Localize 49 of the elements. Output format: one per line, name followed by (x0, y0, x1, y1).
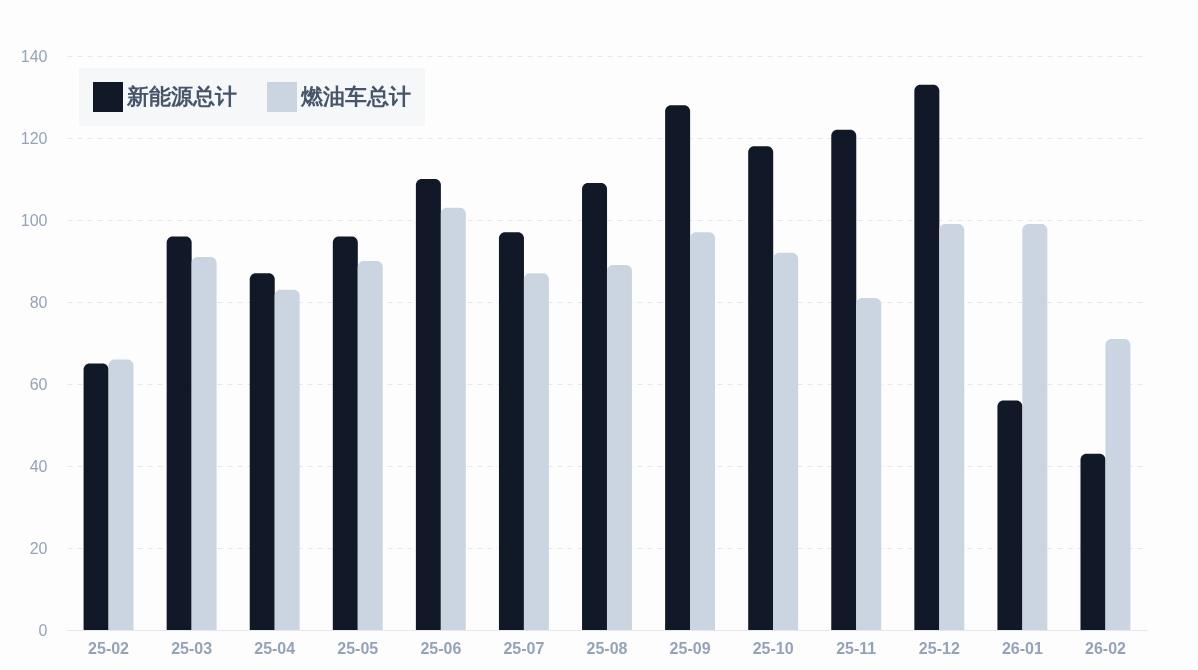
bar (498, 232, 524, 630)
bar (856, 297, 882, 630)
legend-label: 燃油车总计 (300, 84, 411, 109)
y-tick-label: 40 (29, 457, 48, 475)
y-tick-label: 100 (20, 211, 48, 229)
x-tick-label: 25-02 (88, 639, 130, 657)
x-tick-label: 25-08 (586, 639, 628, 657)
bar (440, 207, 466, 630)
bar (523, 273, 549, 630)
bar (665, 105, 691, 630)
y-tick-label: 120 (20, 129, 48, 147)
y-tick-label: 20 (29, 539, 48, 557)
bar (83, 363, 109, 630)
bar (914, 84, 940, 630)
bar (357, 261, 383, 630)
bar (748, 146, 774, 630)
bar (831, 129, 857, 630)
bar (1105, 338, 1131, 630)
bar (108, 359, 134, 630)
bar (249, 273, 275, 630)
x-tick-label: 25-03 (171, 639, 213, 657)
x-tick-label: 26-02 (1085, 639, 1127, 657)
bar (582, 183, 608, 630)
bar (1022, 224, 1048, 630)
x-tick-label: 25-06 (420, 639, 462, 657)
bar (1080, 453, 1106, 630)
x-tick-label: 25-12 (918, 639, 960, 657)
bar (773, 252, 799, 630)
x-tick-label: 25-05 (337, 639, 379, 657)
bar (415, 179, 441, 630)
x-tick-label: 25-04 (254, 639, 296, 657)
x-tick-label: 25-09 (669, 639, 711, 657)
x-tick-label: 26-01 (1001, 639, 1043, 657)
bar (166, 236, 192, 630)
y-tick-label: 60 (29, 375, 48, 393)
x-tick-label: 25-11 (836, 639, 877, 657)
bar (606, 265, 632, 630)
bar (939, 224, 965, 630)
bar (332, 236, 358, 630)
x-tick-label: 25-07 (503, 639, 545, 657)
bar (274, 289, 300, 630)
y-tick-label: 0 (38, 621, 48, 639)
bar (997, 400, 1023, 630)
x-tick-label: 25-10 (752, 639, 794, 657)
y-tick-label: 80 (29, 293, 48, 311)
y-tick-label: 140 (20, 47, 48, 65)
legend-label: 新能源总计 (126, 84, 237, 109)
bar (191, 256, 217, 630)
bar (690, 232, 716, 630)
